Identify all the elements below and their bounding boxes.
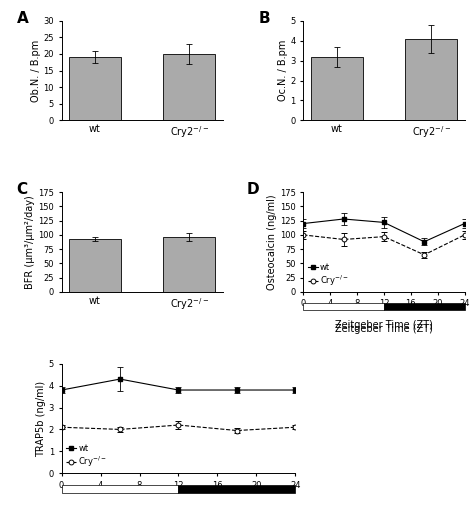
Bar xyxy=(69,57,121,120)
Y-axis label: Oc.N. / B.pm: Oc.N. / B.pm xyxy=(278,40,288,101)
Y-axis label: Osteocalcin (ng/ml): Osteocalcin (ng/ml) xyxy=(267,194,277,290)
FancyBboxPatch shape xyxy=(303,303,384,310)
Text: Zeitgeber Time (ZT): Zeitgeber Time (ZT) xyxy=(335,320,433,330)
FancyBboxPatch shape xyxy=(384,303,465,310)
Legend: wt, Cry$^{-/-}$: wt, Cry$^{-/-}$ xyxy=(308,263,349,288)
FancyBboxPatch shape xyxy=(178,485,295,493)
Bar xyxy=(164,54,216,120)
Y-axis label: Ob.N. / B.pm: Ob.N. / B.pm xyxy=(31,40,41,102)
Text: D: D xyxy=(247,183,260,197)
Bar xyxy=(69,239,121,292)
Text: Zeitgeber Time (ZT): Zeitgeber Time (ZT) xyxy=(335,323,433,334)
Text: B: B xyxy=(258,11,270,26)
Bar xyxy=(310,57,363,120)
FancyBboxPatch shape xyxy=(62,485,178,493)
Legend: wt, Cry$^{-/-}$: wt, Cry$^{-/-}$ xyxy=(66,444,107,469)
Y-axis label: TRAP5b (ng/ml): TRAP5b (ng/ml) xyxy=(36,381,46,457)
Text: A: A xyxy=(17,11,28,26)
Y-axis label: BFR (μm³/μm²/day): BFR (μm³/μm²/day) xyxy=(25,195,36,289)
Text: C: C xyxy=(17,183,27,197)
Bar xyxy=(405,38,457,120)
Bar xyxy=(164,237,216,292)
